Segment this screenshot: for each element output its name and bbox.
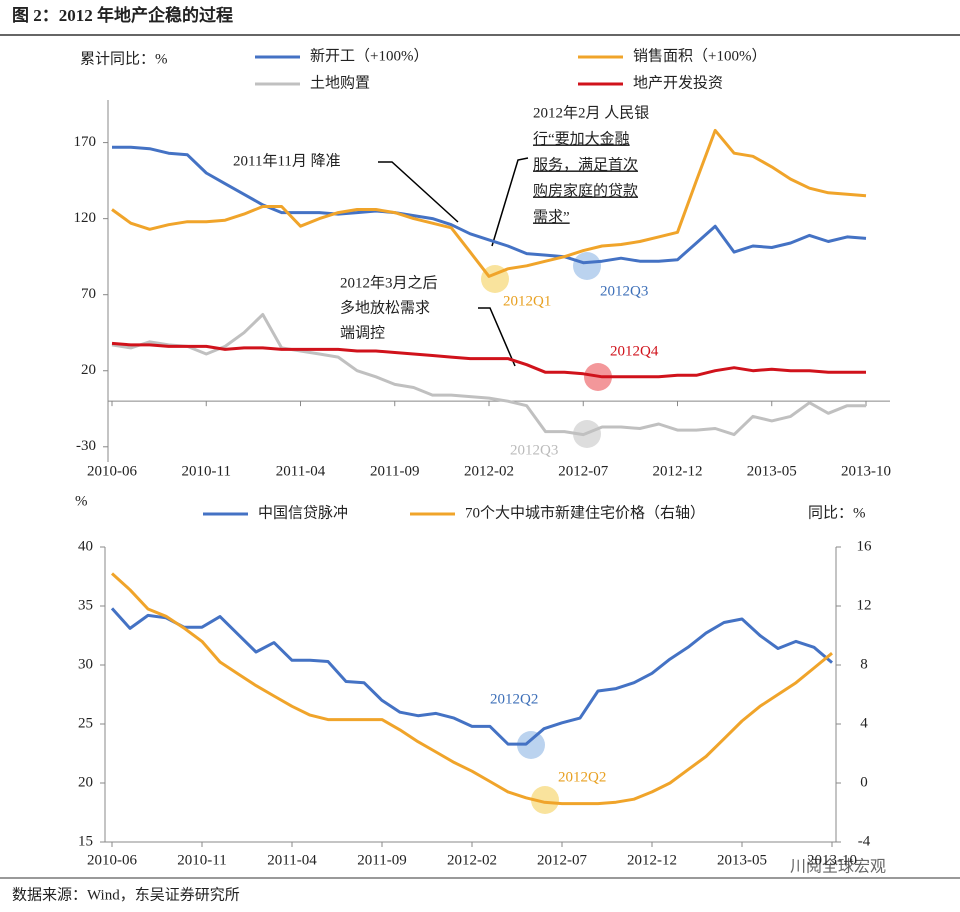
y-tick-label: 70	[81, 286, 96, 302]
x-tick-label: 2010-11	[177, 852, 226, 868]
annotation-text: 2012Q1	[503, 293, 551, 309]
highlight	[531, 786, 559, 814]
x-tick-label: 2011-09	[370, 463, 419, 479]
x-tick-label: 2012-02	[464, 463, 514, 479]
y-tick-label: -30	[76, 438, 96, 454]
series-line	[111, 313, 866, 437]
x-tick-label: 2011-04	[267, 852, 317, 868]
x-tick-label: 2013-05	[747, 463, 797, 479]
arrow	[378, 161, 459, 223]
x-tick-label: 2010-06	[87, 463, 137, 479]
legend-label: 地产开发投资	[633, 74, 723, 91]
x-tick-label: 2011-04	[276, 463, 326, 479]
arrow	[491, 157, 529, 247]
y2-tick-label: 16	[857, 538, 873, 554]
y-tick-label: 120	[74, 210, 97, 226]
figure-title: 图 2：2012 年地产企稳的过程	[12, 5, 233, 25]
highlight	[517, 731, 545, 759]
x-tick-label: 2012-07	[558, 463, 608, 479]
annotation-text: 2012Q2	[558, 769, 606, 785]
highlight	[573, 252, 601, 280]
annotation-text: 2012Q2	[490, 691, 538, 707]
y-tick-label: 35	[78, 597, 93, 613]
y-tick-label: 25	[78, 715, 93, 731]
series-line	[110, 572, 833, 806]
x-tick-label: 2010-11	[182, 463, 231, 479]
annotation-text: 2012年2月 人民银	[533, 104, 649, 121]
annotation-text: 需求”	[533, 208, 570, 225]
x-tick-label: 2012-07	[537, 852, 587, 868]
y2-tick-label: 8	[860, 656, 868, 672]
y-axis-label: %	[75, 493, 88, 509]
x-tick-label: 2013-10	[807, 852, 857, 868]
y-tick-label: 170	[74, 134, 97, 150]
annotation-text: 端调控	[340, 324, 385, 341]
arrow	[478, 307, 516, 367]
y-tick-label: 20	[81, 362, 96, 378]
y2-tick-label: 4	[860, 715, 868, 731]
y-tick-label: 20	[78, 774, 93, 790]
annotation-text: 2012Q3	[600, 283, 648, 299]
annotation: 2012年3月之后 多地放松需求 端调控	[340, 274, 516, 367]
annotation-text: 服务，满足首次	[533, 156, 638, 173]
annotation: 2011年11月 降准	[233, 152, 459, 223]
y-tick-label: 15	[78, 833, 93, 849]
x-tick-label: 2012-12	[627, 852, 677, 868]
y2-axis-label: 同比：%	[808, 504, 866, 521]
y2-tick-label: 0	[860, 774, 868, 790]
annotation-text: 2012Q3	[510, 442, 558, 458]
legend-label: 销售面积（+100%）	[633, 47, 766, 64]
x-tick-label: 2012-12	[653, 463, 703, 479]
legend-label: 土地购置	[310, 74, 370, 91]
x-tick-label: 2013-05	[717, 852, 767, 868]
series-line	[112, 145, 867, 265]
x-tick-label: 2011-09	[357, 852, 406, 868]
series-line	[110, 607, 833, 746]
legend-label: 70个大中城市新建住宅价格（右轴）	[465, 504, 705, 521]
annotation-text: 多地放松需求	[340, 299, 430, 316]
annotation-text: 2012Q4	[610, 343, 659, 359]
annotation: 2012年2月 人民银 行“要加大金融 服务，满足首次 购房家庭的贷款 需求”	[491, 104, 649, 247]
x-tick-label: 2013-10	[841, 463, 891, 479]
y-axis-label: 累计同比：%	[80, 50, 168, 67]
y2-tick-label: -4	[858, 833, 871, 849]
legend-label: 新开工（+100%）	[310, 47, 428, 64]
source: 数据来源：Wind，东吴证券研究所	[12, 886, 240, 903]
annotation-text: 购房家庭的贷款	[533, 182, 638, 199]
x-tick-label: 2010-06	[87, 852, 137, 868]
watermark: 川阅全球宏观	[790, 858, 886, 876]
series-line	[111, 341, 866, 379]
annotation-text: 2012年3月之后	[340, 274, 438, 291]
legend-label: 中国信贷脉冲	[258, 504, 348, 521]
annotation-text: 行“要加大金融	[533, 130, 630, 147]
y2-tick-label: 12	[857, 597, 872, 613]
series-line	[111, 128, 867, 278]
annotation-text: 2011年11月 降准	[233, 152, 341, 169]
y-tick-label: 40	[78, 538, 93, 554]
x-tick-label: 2012-02	[447, 852, 497, 868]
y-tick-label: 30	[78, 656, 93, 672]
